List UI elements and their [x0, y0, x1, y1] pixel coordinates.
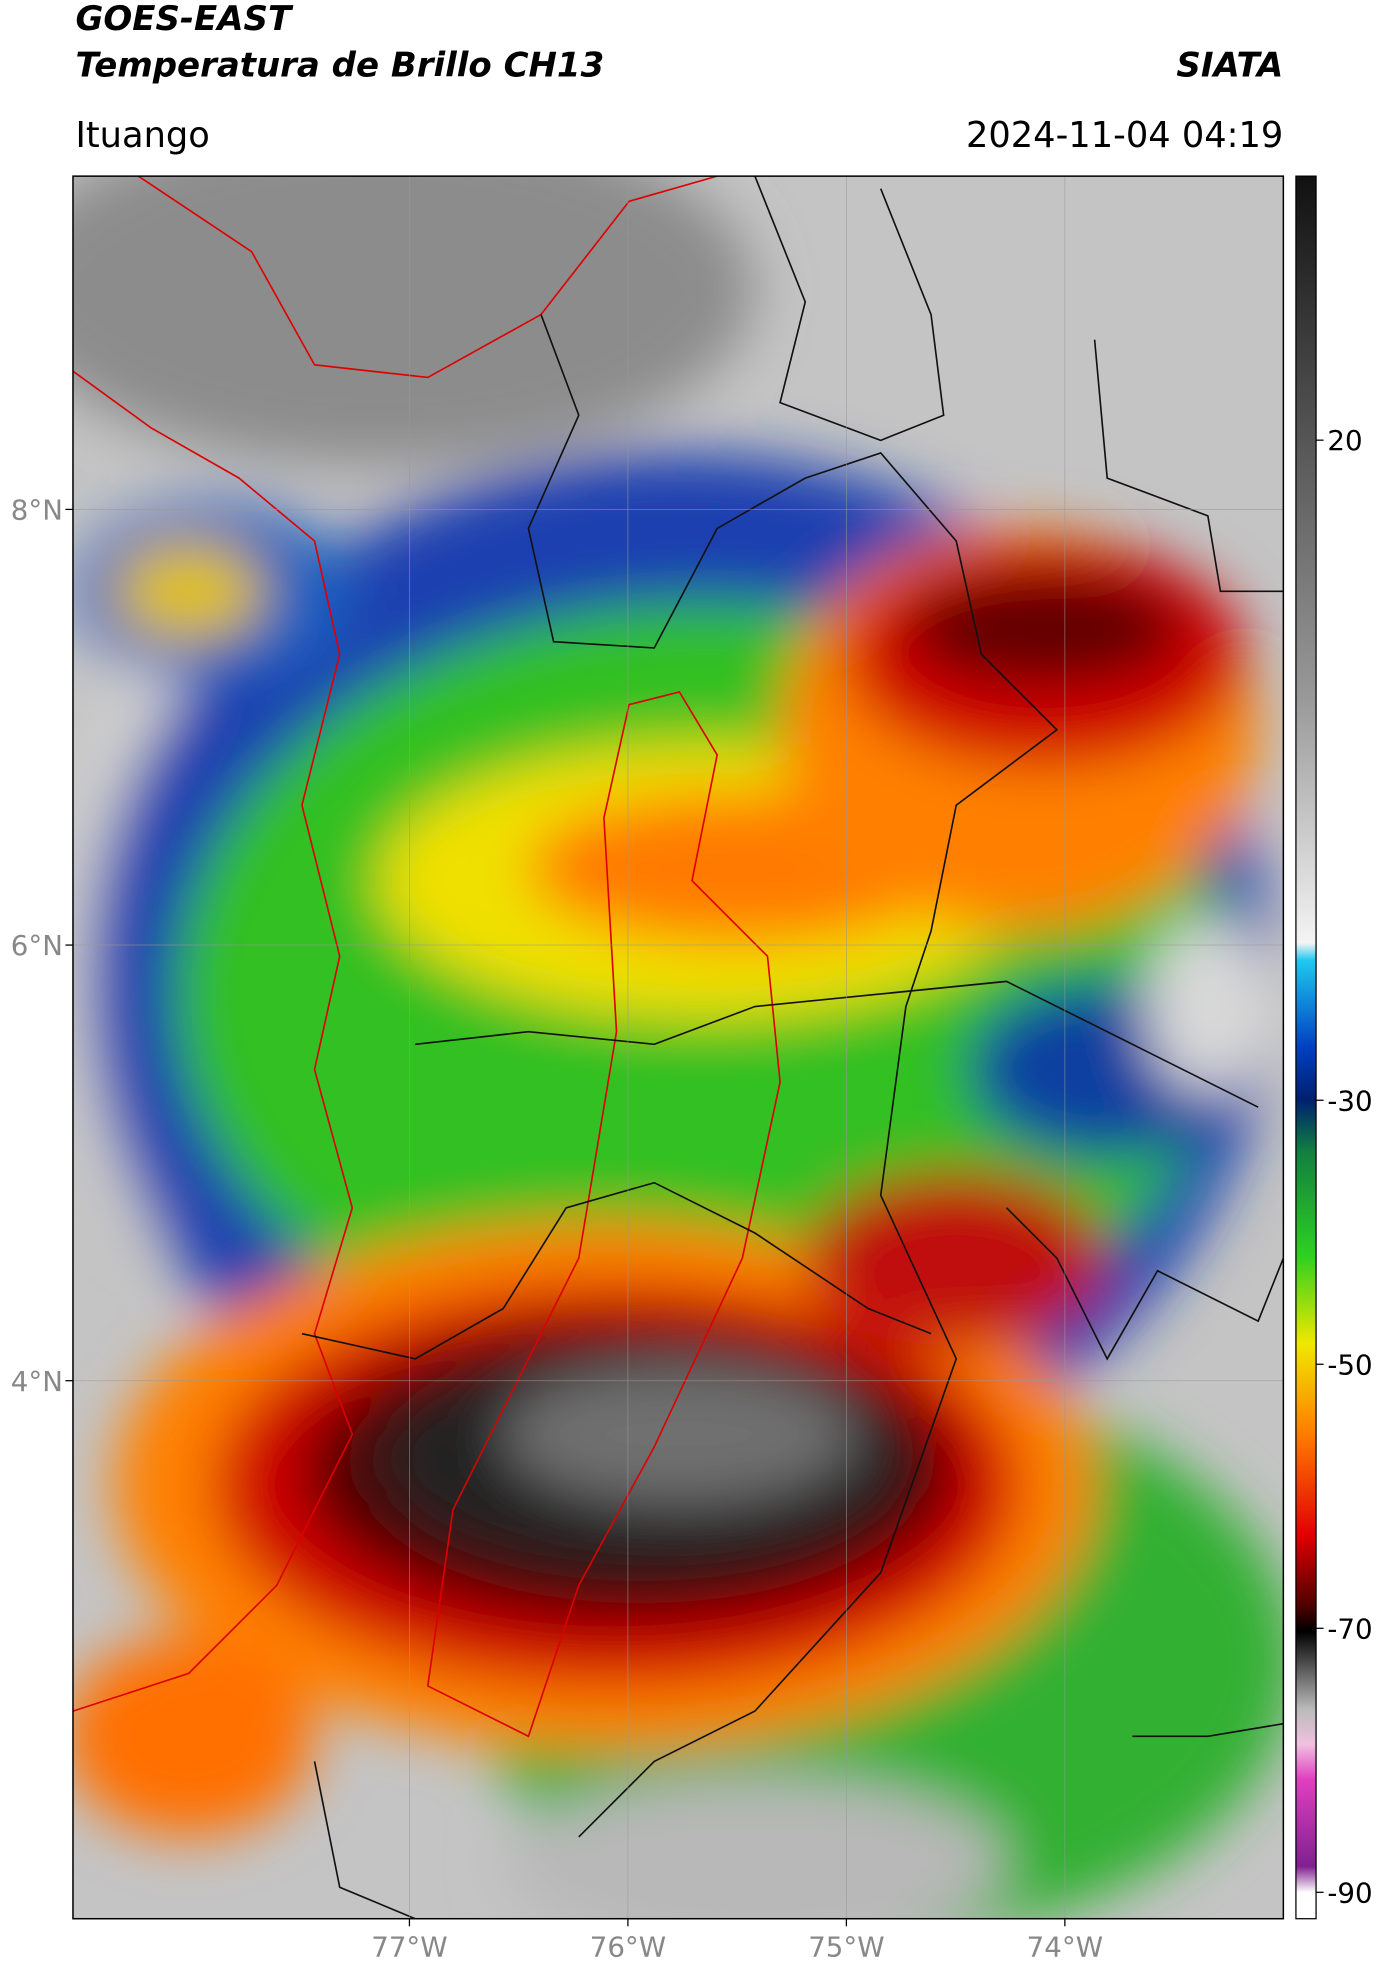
datetime: 2024-11-04 04:19	[966, 115, 1283, 156]
lon-tick-label: 74°W	[1027, 1930, 1103, 1963]
colorbar-tick-label: -30	[1327, 1084, 1372, 1117]
colorbar-ticks: 20 -30 -50 -70 -90	[1316, 424, 1373, 1909]
colorbar-tick-label: -70	[1327, 1612, 1372, 1645]
map-frame	[72, 175, 1285, 1920]
borders	[72, 176, 1284, 1919]
lon-tick-label: 75°W	[808, 1930, 884, 1963]
lat-tick-label: 4°N	[11, 1365, 63, 1398]
title: GOES-EAST	[75, 0, 293, 39]
colorbar-tick-label: 20	[1327, 424, 1362, 457]
location: Ituango	[75, 115, 209, 156]
subtitle: Temperatura de Brillo CH13	[75, 46, 604, 86]
colorbar	[1295, 175, 1317, 1920]
lon-tick-label: 76°W	[590, 1930, 666, 1963]
colorbar-tick-label: -90	[1327, 1876, 1372, 1909]
satellite-image	[72, 176, 1284, 1919]
colorbar-tick-label: -50	[1327, 1348, 1372, 1381]
lat-tick-label: 8°N	[11, 493, 63, 526]
lat-tick-label: 6°N	[11, 929, 63, 962]
lon-tick-label: 77°W	[371, 1930, 447, 1963]
graticule: 77°W 76°W 75°W 74°W 8°N 6°N 4°N	[11, 176, 1284, 1963]
agency: SIATA	[1176, 46, 1283, 86]
